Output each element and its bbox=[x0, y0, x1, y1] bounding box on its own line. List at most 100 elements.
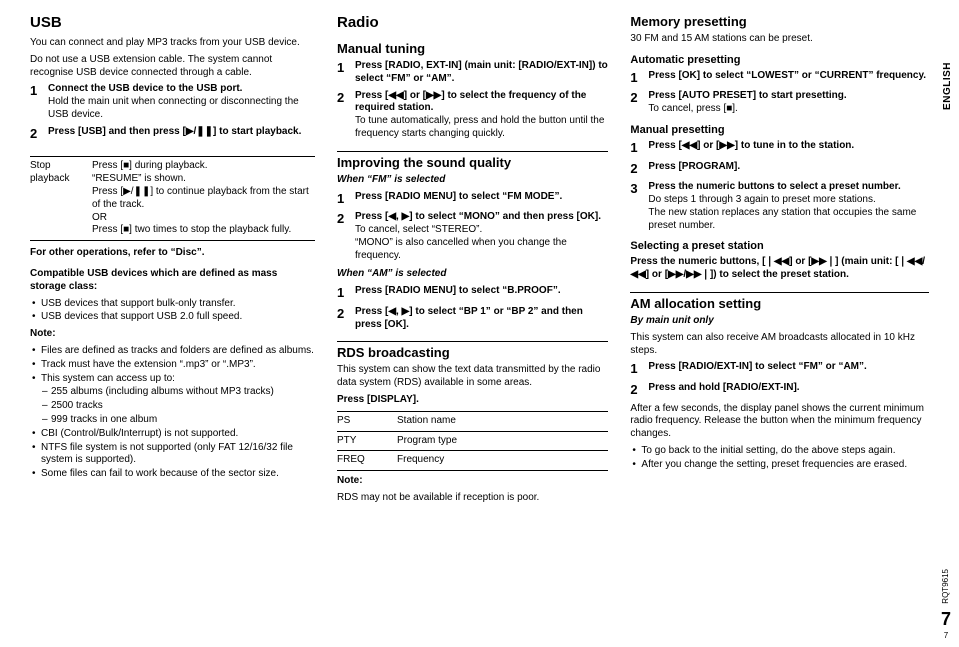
step-body: Press [◀◀] or [▶▶] to tune in to the sta… bbox=[648, 140, 929, 157]
page-number-big: 7 bbox=[941, 609, 951, 629]
list-item: NTFS file system is not supported (only … bbox=[32, 442, 315, 468]
heading-improving: Improving the sound quality bbox=[337, 151, 608, 170]
step-body: Press [RADIO, EXT-IN] (main unit: [RADIO… bbox=[355, 60, 608, 86]
list-item: Files are defined as tracks and folders … bbox=[32, 345, 315, 358]
compat-head: Compatible USB devices which are defined… bbox=[30, 268, 315, 294]
list-item: After you change the setting, preset fre… bbox=[632, 459, 929, 472]
list-item: 999 tracks in one album bbox=[42, 414, 315, 427]
step-body: Press [◀, ▶] to select “MONO” and then p… bbox=[355, 211, 608, 262]
when-fm: When “FM” is selected bbox=[337, 174, 608, 187]
step-extra: Do steps 1 through 3 again to preset mor… bbox=[648, 194, 929, 232]
table-cell: Program type bbox=[397, 431, 608, 451]
step-extra: To cancel, press [■]. bbox=[648, 103, 929, 116]
step-main: Press the numeric buttons to select a pr… bbox=[648, 181, 900, 192]
list-item: Track must have the extension “.mp3” or … bbox=[32, 359, 315, 372]
step-number: 2 bbox=[30, 126, 48, 143]
manual-tuning-steps: 1Press [RADIO, EXT-IN] (main unit: [RADI… bbox=[337, 60, 608, 141]
column-memory: Memory presetting 30 FM and 15 AM statio… bbox=[630, 14, 929, 609]
step-main: Press [◀◀] or [▶▶] to select the frequen… bbox=[355, 90, 586, 114]
step-body: Press [AUTO PRESET] to start presetting.… bbox=[648, 90, 929, 116]
step-extra: Hold the main unit when connecting or di… bbox=[48, 96, 315, 122]
step-main: Press [RADIO MENU] to select “FM MODE”. bbox=[355, 191, 562, 202]
step-number: 2 bbox=[337, 306, 355, 332]
step-body: Press [◀, ▶] to select “BP 1” or “BP 2” … bbox=[355, 306, 608, 332]
column-radio: Radio Manual tuning 1Press [RADIO, EXT-I… bbox=[337, 14, 608, 609]
step: 2Press [◀, ▶] to select “MONO” and then … bbox=[337, 211, 608, 262]
step-main: Press [OK] to select “LOWEST” or “CURREN… bbox=[648, 70, 926, 81]
step-main: Connect the USB device to the USB port. bbox=[48, 83, 242, 94]
usb-steps: 1Connect the USB device to the USB port.… bbox=[30, 83, 315, 142]
step-extra: To tune automatically, press and hold th… bbox=[355, 115, 608, 141]
stop-playback-table: Stop playback Press [■] during playback.… bbox=[30, 156, 315, 241]
list-item: To go back to the initial setting, do th… bbox=[632, 445, 929, 458]
step-number: 2 bbox=[630, 161, 648, 178]
mem-intro: 30 FM and 15 AM stations can be preset. bbox=[630, 33, 929, 46]
auto-preset-steps: 1Press [OK] to select “LOWEST” or “CURRE… bbox=[630, 70, 929, 116]
step-body: Press [RADIO MENU] to select “B.PROOF”. bbox=[355, 285, 608, 302]
stop-label: Stop playback bbox=[30, 157, 92, 241]
step-number: 1 bbox=[630, 70, 648, 87]
step-number: 2 bbox=[630, 90, 648, 116]
step-number: 2 bbox=[630, 382, 648, 399]
rds-note: RDS may not be available if reception is… bbox=[337, 492, 608, 505]
heading-auto-presetting: Automatic presetting bbox=[630, 54, 929, 66]
rds-press: Press [DISPLAY]. bbox=[337, 394, 608, 407]
step-main: Press [RADIO, EXT-IN] (main unit: [RADIO… bbox=[355, 60, 608, 84]
select-body: Press the numeric buttons, [❘◀◀] or [▶▶❘… bbox=[630, 256, 929, 282]
step: 3Press the numeric buttons to select a p… bbox=[630, 181, 929, 232]
table-cell: FREQ bbox=[337, 451, 397, 471]
step: 1Press [RADIO MENU] to select “FM MODE”. bbox=[337, 191, 608, 208]
table-row: FREQFrequency bbox=[337, 451, 608, 471]
step: 2Press [◀◀] or [▶▶] to select the freque… bbox=[337, 90, 608, 141]
heading-selecting: Selecting a preset station bbox=[630, 240, 929, 252]
rds-table: PSStation namePTYProgram typeFREQFrequen… bbox=[337, 411, 608, 471]
footer: RQT9615 7 7 bbox=[941, 569, 951, 641]
table-cell: PS bbox=[337, 411, 397, 431]
heading-memory-presetting: Memory presetting bbox=[630, 14, 929, 29]
table-cell: PTY bbox=[337, 431, 397, 451]
list-item: 255 albums (including albums without MP3… bbox=[42, 386, 315, 399]
step: 1Press [OK] to select “LOWEST” or “CURRE… bbox=[630, 70, 929, 87]
am-by-main: By main unit only bbox=[630, 315, 929, 328]
page-columns: USB You can connect and play MP3 tracks … bbox=[30, 14, 929, 609]
am-alloc-steps: 1Press [RADIO/EXT-IN] to select “FM” or … bbox=[630, 361, 929, 398]
list-item: USB devices that support bulk-only trans… bbox=[32, 298, 315, 311]
step-body: Connect the USB device to the USB port. H… bbox=[48, 83, 315, 121]
note-list: Files are defined as tracks and folders … bbox=[32, 345, 315, 481]
heading-am-allocation: AM allocation setting bbox=[630, 292, 929, 311]
table-cell: Station name bbox=[397, 411, 608, 431]
step-number: 1 bbox=[337, 285, 355, 302]
rds-note-label: Note: bbox=[337, 475, 608, 488]
heading-radio: Radio bbox=[337, 14, 608, 31]
step-number: 1 bbox=[30, 83, 48, 121]
heading-manual-tuning: Manual tuning bbox=[337, 41, 608, 56]
step: 2Press [◀, ▶] to select “BP 1” or “BP 2”… bbox=[337, 306, 608, 332]
list-item: 2500 tracks bbox=[42, 400, 315, 413]
step-main: Press [AUTO PRESET] to start presetting. bbox=[648, 90, 846, 101]
step-extra: To cancel, select “STEREO”. “MONO” is al… bbox=[355, 224, 608, 262]
step-body: Press and hold [RADIO/EXT-IN]. bbox=[648, 382, 929, 399]
page-number-small: 7 bbox=[944, 631, 948, 640]
step-main: Press [USB] and then press [▶/❚❚] to sta… bbox=[48, 126, 301, 137]
step-number: 1 bbox=[337, 60, 355, 86]
step-main: Press [◀, ▶] to select “MONO” and then p… bbox=[355, 211, 601, 222]
step-main: Press [PROGRAM]. bbox=[648, 161, 740, 172]
step-number: 3 bbox=[630, 181, 648, 232]
step: 1Press [RADIO, EXT-IN] (main unit: [RADI… bbox=[337, 60, 608, 86]
usb-intro-2: Do not use a USB extension cable. The sy… bbox=[30, 54, 315, 80]
heading-manual-presetting: Manual presetting bbox=[630, 124, 929, 136]
heading-rds: RDS broadcasting bbox=[337, 341, 608, 360]
when-am: When “AM” is selected bbox=[337, 268, 608, 281]
step-number: 1 bbox=[630, 361, 648, 378]
table-row: PTYProgram type bbox=[337, 431, 608, 451]
step-body: Press [OK] to select “LOWEST” or “CURREN… bbox=[648, 70, 929, 87]
fm-steps: 1Press [RADIO MENU] to select “FM MODE”.… bbox=[337, 191, 608, 263]
column-usb: USB You can connect and play MP3 tracks … bbox=[30, 14, 315, 609]
step-main: Press [RADIO/EXT-IN] to select “FM” or “… bbox=[648, 361, 866, 372]
am-steps: 1Press [RADIO MENU] to select “B.PROOF”.… bbox=[337, 285, 608, 331]
list-item: This system can access up to: bbox=[32, 373, 315, 386]
table-row: PSStation name bbox=[337, 411, 608, 431]
compat-list: USB devices that support bulk-only trans… bbox=[32, 298, 315, 325]
step: 2Press and hold [RADIO/EXT-IN]. bbox=[630, 382, 929, 399]
step-number: 2 bbox=[337, 211, 355, 262]
